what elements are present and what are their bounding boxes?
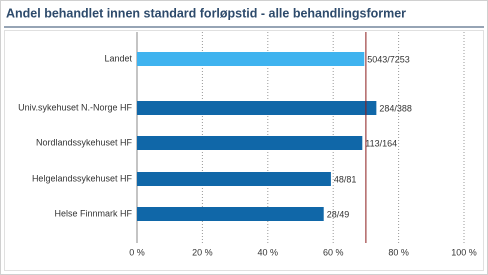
x-tick-label: 60 % — [323, 247, 344, 257]
category-label: Helgelandssykehuset HF — [32, 173, 133, 183]
bar — [137, 136, 363, 150]
value-label: 28/49 — [327, 209, 350, 219]
value-label: 48/81 — [334, 174, 357, 184]
x-tick-label: 100 % — [451, 247, 477, 257]
chart-title: Andel behandlet innen standard forløpsti… — [6, 6, 406, 20]
value-label: 113/164 — [365, 138, 397, 148]
x-tick-label: 40 % — [258, 247, 279, 257]
category-label: Nordlandssykehuset HF — [36, 137, 133, 147]
plot-frame — [4, 30, 484, 271]
x-tick-label: 20 % — [192, 247, 213, 257]
bar — [137, 52, 365, 66]
x-tick-label: 0 % — [129, 247, 145, 257]
bar — [137, 101, 377, 115]
value-label: 5043/7253 — [367, 54, 410, 64]
category-label: Landet — [104, 53, 132, 63]
category-label: Univ.sykehuset N.-Norge HF — [18, 102, 132, 112]
bar — [137, 172, 331, 186]
x-tick-label: 80 % — [388, 247, 409, 257]
category-label: Helse Finnmark HF — [54, 208, 132, 218]
value-label: 284/388 — [379, 103, 412, 113]
bar — [137, 207, 324, 221]
